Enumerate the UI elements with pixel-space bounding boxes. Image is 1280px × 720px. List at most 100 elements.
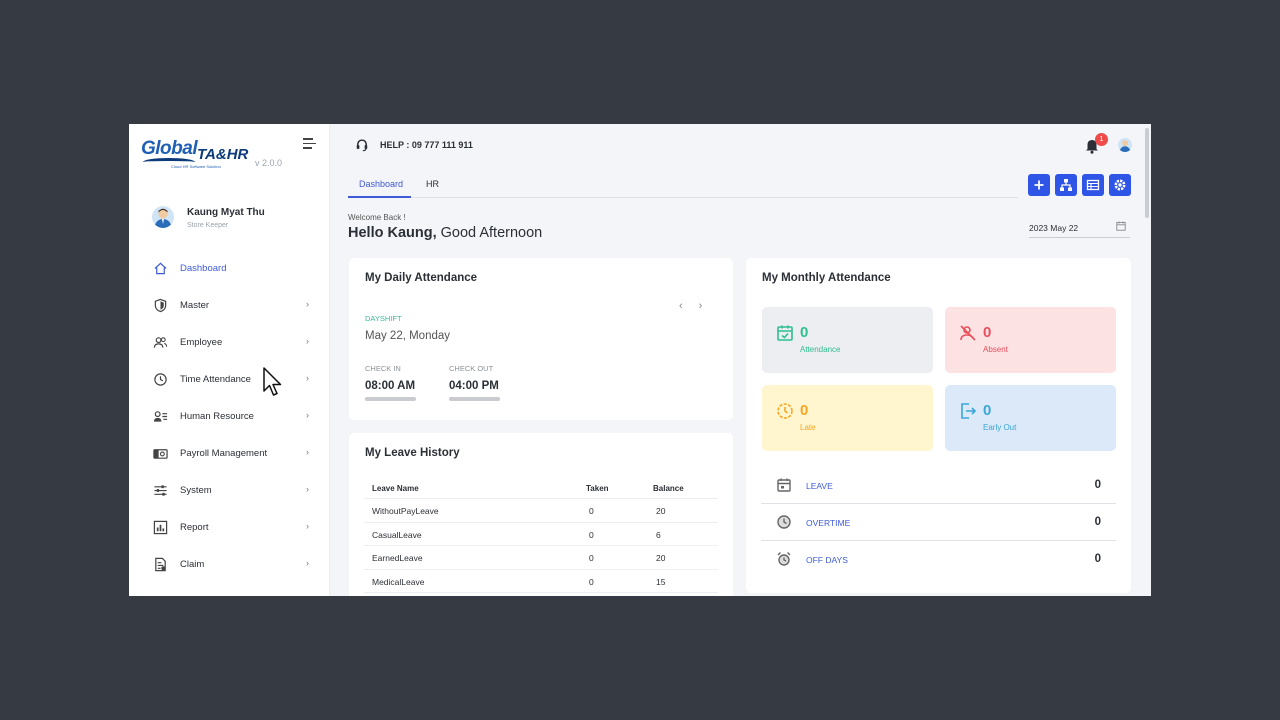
users-icon: [153, 337, 168, 348]
logo-text-global: Global: [141, 138, 198, 159]
home-icon: [154, 262, 167, 275]
notification-badge[interactable]: 1: [1095, 133, 1108, 146]
leave-name: EarnedLeave: [372, 553, 423, 563]
chevron-right-icon: ›: [306, 558, 309, 568]
org-chart-button[interactable]: [1055, 174, 1077, 196]
sidebar-item-label: Report: [180, 522, 209, 533]
chevron-right-icon: ›: [306, 521, 309, 531]
user-role: Store Keeper: [187, 222, 229, 229]
tab-dashboard[interactable]: Dashboard: [359, 179, 404, 189]
leave-history-card: My Leave History Leave Name Taken Balanc…: [349, 433, 733, 596]
summary-label: OFF DAYS: [806, 555, 848, 565]
sidebar-item-label: System: [180, 485, 212, 496]
logo-text-tahr: TA&HR: [197, 146, 249, 163]
table-row: WithoutPayLeave 0 20: [364, 499, 718, 523]
check-in-label: CHECK IN: [365, 364, 401, 373]
sidebar-item-label: Claim: [180, 559, 205, 570]
card-title: My Daily Attendance: [365, 272, 478, 284]
sidebar-item-human-resource[interactable]: Human Resource ›: [129, 398, 330, 435]
calendar-icon: [777, 478, 791, 492]
summary-value: 0: [1094, 553, 1101, 565]
daily-attendance-card: My Daily Attendance ‹ › DAYSHIFT May 22, …: [349, 258, 733, 420]
summary-value: 0: [1094, 479, 1101, 491]
table-row: EarnedLeave 0 20: [364, 546, 718, 570]
absent-label: Absent: [983, 345, 1008, 354]
prev-day-button[interactable]: ‹: [679, 300, 683, 312]
sidebar-item-time-attendance[interactable]: Time Attendance ›: [129, 361, 330, 398]
avatar: [152, 206, 174, 228]
absent-value: 0: [983, 324, 992, 341]
table-row: CasualLeave 0 6: [364, 523, 718, 546]
attendance-value: 0: [800, 324, 809, 341]
table-view-button[interactable]: [1082, 174, 1104, 196]
summary-row-leave[interactable]: LEAVE 0: [761, 467, 1116, 504]
column-header: Balance: [653, 484, 684, 493]
late-stat[interactable]: 0 Late: [762, 385, 933, 451]
summary-label: LEAVE: [806, 481, 833, 491]
calendar-icon[interactable]: [1116, 221, 1126, 231]
logo-tagline: Cloud HR Software Solution: [171, 164, 221, 169]
chevron-right-icon: ›: [306, 447, 309, 457]
greeting-hello: Hello Kaung,: [348, 225, 437, 241]
user-profile[interactable]: Kaung Myat Thu Store Keeper: [152, 206, 322, 236]
scrollbar[interactable]: [1145, 128, 1149, 218]
sidebar: Global TA&HR Cloud HR Software Solution …: [129, 124, 330, 596]
welcome-text: Welcome Back !: [348, 213, 406, 222]
chevron-right-icon: ›: [306, 484, 309, 494]
summary-label: OVERTIME: [806, 518, 851, 528]
leave-name: MedicalLeave: [372, 576, 425, 587]
clock-alert-icon: [777, 403, 793, 419]
sidebar-nav: Dashboard Master › Employee › Time Atten…: [129, 250, 330, 583]
late-value: 0: [800, 402, 809, 419]
header-avatar[interactable]: [1118, 138, 1132, 152]
tab-bar: Dashboard HR: [348, 173, 1018, 198]
sidebar-item-system[interactable]: System ›: [129, 472, 330, 509]
headset-icon: [356, 139, 368, 152]
chevron-right-icon: ›: [306, 336, 309, 346]
sidebar-item-master[interactable]: Master ›: [129, 287, 330, 324]
leave-balance: 6: [656, 529, 661, 540]
summary-row-overtime[interactable]: OVERTIME 0: [761, 504, 1116, 541]
sidebar-item-label: Employee: [180, 337, 223, 348]
shift-name: DAYSHIFT: [365, 314, 402, 323]
add-button[interactable]: [1028, 174, 1050, 196]
day-navigation: ‹ ›: [679, 300, 718, 312]
sidebar-item-label: Payroll Management: [180, 448, 268, 459]
summary-value: 0: [1094, 516, 1101, 528]
logout-icon: [961, 403, 977, 419]
greeting-salutation: Good Afternoon: [436, 225, 543, 241]
shield-icon: [154, 298, 167, 313]
org-chart-icon: [1060, 179, 1072, 191]
date-picker[interactable]: 2023 May 22: [1029, 219, 1130, 238]
leave-balance: 20: [656, 553, 666, 563]
sidebar-item-payroll-management[interactable]: Payroll Management ›: [129, 435, 330, 472]
mouse-pointer-icon: [263, 367, 282, 396]
leave-balance: 20: [656, 506, 666, 516]
shift-date: May 22, Monday: [365, 330, 451, 342]
absent-stat[interactable]: 0 Absent: [945, 307, 1116, 373]
leave-name: CasualLeave: [372, 529, 422, 540]
chart-icon: [153, 520, 168, 535]
leave-name: WithoutPayLeave: [372, 506, 439, 516]
money-icon: [153, 449, 168, 459]
next-day-button[interactable]: ›: [698, 300, 703, 312]
table-row: MedicalLeave 0 15: [364, 570, 718, 593]
user-off-icon: [960, 325, 976, 341]
tab-hr[interactable]: HR: [426, 179, 439, 189]
attendance-label: Attendance: [800, 345, 841, 354]
sidebar-item-report[interactable]: Report ›: [129, 509, 330, 546]
leave-taken: 0: [589, 553, 594, 563]
summary-row-off-days[interactable]: OFF DAYS 0: [761, 541, 1116, 578]
check-in-bar: [365, 397, 416, 401]
logo: Global TA&HR Cloud HR Software Solution …: [141, 138, 301, 172]
active-tab-indicator: [348, 196, 411, 198]
menu-toggle-icon[interactable]: [303, 138, 317, 152]
sidebar-item-claim[interactable]: Claim ›: [129, 546, 330, 583]
leave-taken: 0: [589, 506, 594, 516]
sidebar-item-dashboard[interactable]: Dashboard: [129, 250, 330, 287]
attendance-stat[interactable]: 0 Attendance: [762, 307, 933, 373]
settings-button[interactable]: [1109, 174, 1131, 196]
early-out-stat[interactable]: 0 Early Out: [945, 385, 1116, 451]
leave-taken: 0: [589, 529, 594, 540]
sidebar-item-employee[interactable]: Employee ›: [129, 324, 330, 361]
